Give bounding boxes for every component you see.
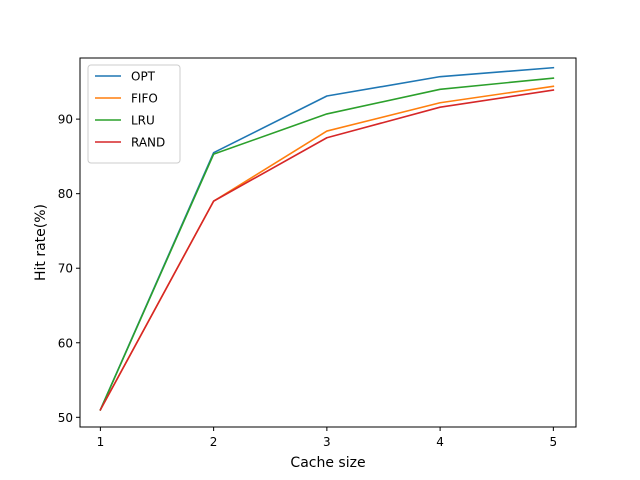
series-layer (99, 66, 555, 411)
x-tick-label: 4 (436, 435, 444, 449)
y-tick-label: 50 (58, 411, 73, 425)
x-tick-label: 2 (210, 435, 218, 449)
y-axis: 50 60 70 80 90 (58, 113, 80, 425)
y-tick-label: 60 (58, 336, 73, 350)
x-tick-label: 5 (550, 435, 558, 449)
y-axis-label: Hit rate(%) (33, 204, 49, 281)
legend-box (87, 64, 181, 164)
x-tick-label: 3 (323, 435, 331, 449)
series-line-lru (99, 77, 555, 411)
series-line-rand (99, 89, 555, 411)
y-tick-label: 90 (58, 113, 73, 127)
legend: OPT FIFO LRU RAND (87, 64, 181, 164)
plot-frame (79, 57, 577, 428)
legend-label-fifo: FIFO (131, 92, 158, 106)
x-axis-label: Cache size (290, 455, 365, 471)
legend-label-lru: LRU (131, 114, 155, 128)
y-tick-label: 80 (58, 187, 73, 201)
x-axis: 1 2 3 4 5 (97, 427, 558, 449)
x-tick-label: 1 (97, 435, 105, 449)
y-tick-label: 70 (58, 262, 73, 276)
legend-label-opt: OPT (131, 70, 156, 84)
legend-label-rand: RAND (131, 136, 165, 150)
